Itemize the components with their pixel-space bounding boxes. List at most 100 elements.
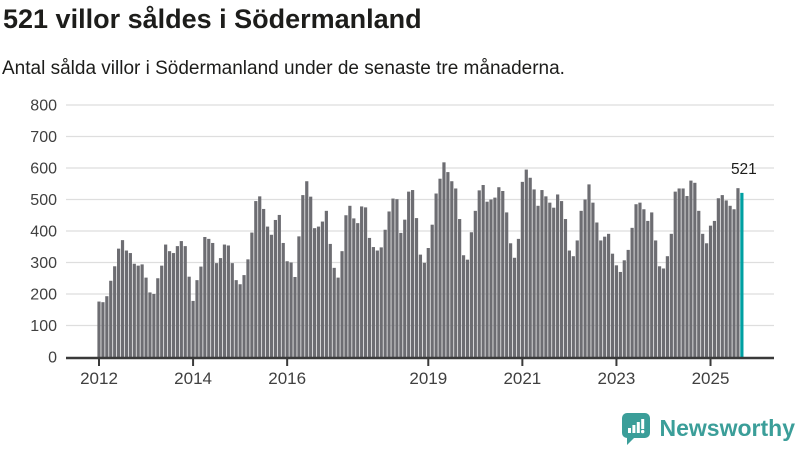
- bar: [736, 188, 740, 357]
- bar: [477, 190, 481, 357]
- x-axis-tick-label: 2014: [174, 369, 212, 388]
- bar: [293, 276, 297, 357]
- bar: [97, 301, 101, 357]
- bar: [105, 296, 109, 357]
- bar: [265, 226, 270, 357]
- bar: [207, 238, 211, 358]
- bar: [524, 169, 528, 357]
- bar: [144, 277, 148, 357]
- bar: [657, 266, 662, 357]
- bar: [708, 225, 713, 357]
- x-axis-tick-label: 2021: [503, 369, 541, 388]
- bar: [607, 233, 611, 357]
- bar: [152, 294, 156, 357]
- bar: [559, 201, 564, 357]
- bar: [363, 207, 368, 358]
- bar: [128, 253, 132, 357]
- bar: [677, 188, 681, 357]
- bar: [728, 205, 732, 357]
- y-axis-tick-label: 200: [30, 287, 57, 304]
- bar: [124, 250, 129, 357]
- newsworthy-logo-icon: [621, 413, 650, 445]
- bar: [603, 236, 607, 357]
- bar: [250, 232, 254, 357]
- bar: [552, 207, 556, 357]
- bar: [434, 193, 438, 357]
- bar: [575, 240, 579, 357]
- bar: [646, 220, 650, 357]
- bar: [301, 195, 305, 357]
- bar: [356, 223, 360, 358]
- bar: [450, 181, 454, 357]
- bar: [383, 229, 387, 357]
- bar: [187, 276, 191, 358]
- bar: [516, 238, 521, 358]
- bar: [426, 248, 430, 357]
- bar: [587, 184, 591, 357]
- bar: [701, 233, 705, 357]
- y-axis-tick-label: 600: [30, 161, 57, 178]
- bar: [234, 280, 238, 357]
- bar: [571, 256, 575, 357]
- bar: [418, 254, 423, 358]
- bar: [497, 187, 501, 357]
- chart-subtitle: Antal sålda villor i Södermanland under …: [2, 58, 565, 79]
- bar: [622, 260, 626, 357]
- bar: [113, 266, 117, 357]
- y-axis-tick-label: 500: [30, 192, 57, 209]
- bar: [724, 200, 728, 357]
- bar: [340, 251, 344, 357]
- bar: [230, 263, 234, 357]
- bar: [222, 244, 227, 357]
- y-axis-tick-label: 100: [30, 318, 57, 335]
- bar: [614, 265, 619, 357]
- bar: [712, 220, 717, 357]
- x-axis-tick-label: 2023: [598, 369, 636, 388]
- brand-name: Newsworthy: [659, 414, 795, 441]
- bar: [199, 266, 203, 357]
- bar: [489, 199, 493, 357]
- bar: [164, 244, 168, 357]
- bar: [469, 232, 473, 357]
- bar: [693, 182, 697, 357]
- bar: [109, 280, 113, 357]
- bar: [148, 292, 152, 358]
- bar: [332, 267, 336, 357]
- bar: [360, 206, 364, 357]
- bar: [336, 277, 340, 357]
- bar: [411, 190, 415, 357]
- bar: [218, 258, 223, 357]
- bar: [697, 210, 701, 357]
- bar: [642, 209, 646, 357]
- bar: [509, 243, 513, 357]
- bar: [536, 205, 540, 357]
- bar: [281, 242, 285, 357]
- bar: [175, 246, 179, 357]
- bar: [387, 211, 391, 357]
- bar: [720, 195, 724, 357]
- bar: [211, 242, 215, 357]
- bar: [375, 250, 379, 357]
- bars: [97, 162, 744, 358]
- bar: [579, 210, 583, 357]
- x-axis-tick-label: 2019: [409, 369, 447, 388]
- bar: [407, 191, 411, 358]
- bar: [238, 284, 242, 358]
- bar: [681, 188, 685, 357]
- bar: [422, 262, 426, 357]
- bar: [654, 240, 658, 357]
- bar: [485, 201, 489, 357]
- bar: [481, 185, 485, 357]
- bar: [344, 215, 348, 357]
- bar: [458, 219, 462, 357]
- bar: [563, 219, 568, 357]
- bar: [532, 189, 536, 357]
- bar: [246, 259, 250, 357]
- bar: [258, 196, 262, 357]
- bar: [630, 227, 634, 357]
- x-axis-tick-label: 2012: [80, 369, 118, 388]
- bar: [399, 232, 403, 357]
- bar: [242, 275, 246, 357]
